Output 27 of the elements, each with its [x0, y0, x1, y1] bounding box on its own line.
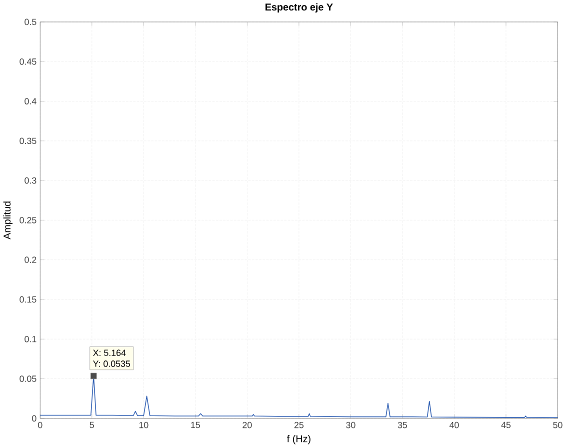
x-tick-label: 20 [242, 422, 252, 428]
x-tick-label: 0 [38, 422, 42, 428]
y-tick-label: 0.4 [24, 98, 36, 105]
y-tick-label: 0.25 [20, 217, 36, 224]
annotation: Y: 0.0535 [93, 360, 130, 368]
y-tick-label: 0.35 [20, 138, 36, 144]
chart-title: Espectro eje Y [266, 4, 333, 13]
y-tick-label: 0.45 [20, 58, 36, 66]
y-tick-label: 0.2 [24, 256, 36, 264]
x-tick-label: 15 [191, 422, 200, 428]
y-tick-label: 0.3 [24, 178, 36, 184]
y-tick-label: 0.1 [24, 336, 36, 343]
x-tick-label: 45 [501, 422, 511, 428]
x-tick-label: 10 [139, 422, 148, 428]
annotation: X: 5.164 [93, 350, 126, 356]
y-tick-label: 0.5 [24, 19, 36, 26]
y-tick-label: 0.05 [20, 376, 36, 382]
x-tick-label: 5 [90, 422, 94, 428]
y-tick-label: 0 [32, 415, 36, 422]
x-tick-label: 35 [398, 422, 408, 428]
x-tick-label: 40 [449, 422, 459, 428]
x-tick-label: 25 [294, 422, 304, 428]
y-tick-label: 0.15 [20, 296, 36, 303]
x-axis-title: f (Hz) [286, 435, 310, 444]
x-tick-label: 30 [346, 422, 356, 428]
x-tick-label: 50 [553, 422, 562, 428]
y-axis-title: Amplitud [3, 202, 13, 240]
